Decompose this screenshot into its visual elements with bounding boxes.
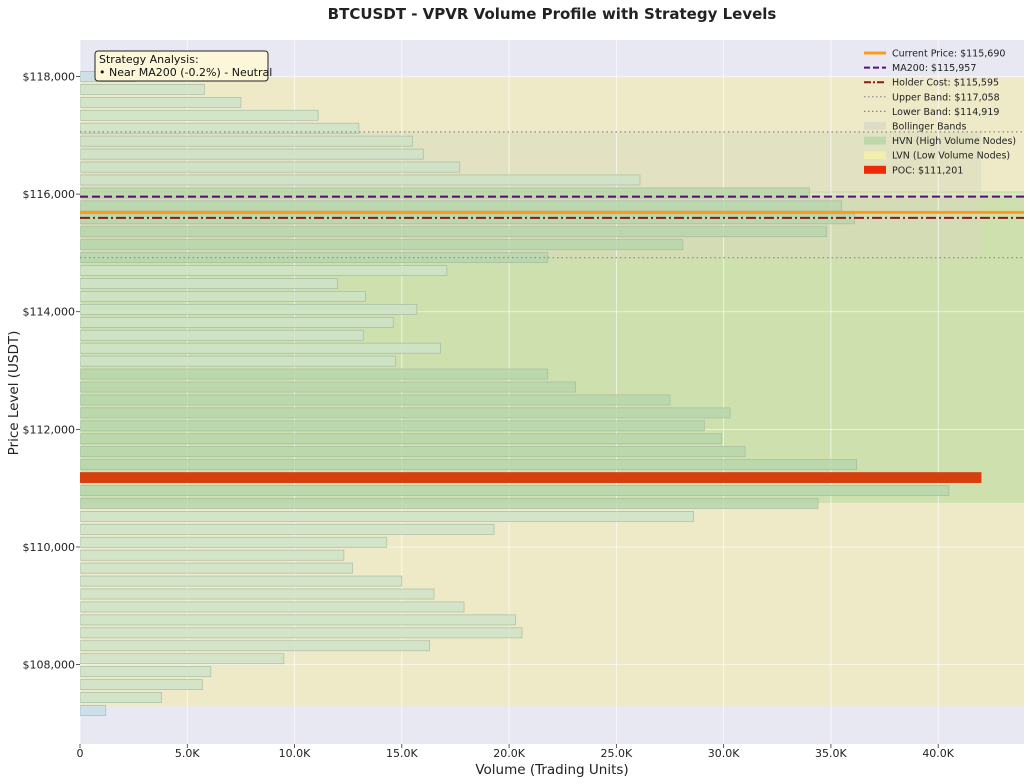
volume-bar	[80, 588, 435, 600]
volume-bar	[80, 679, 203, 690]
legend-swatch	[864, 136, 886, 145]
volume-bar	[80, 303, 418, 315]
annotation-heading: Strategy Analysis:	[99, 53, 199, 66]
volume-bar	[80, 510, 694, 522]
volume-bar-hvn	[80, 433, 722, 445]
legend: Current Price: $115,690 MA200: $115,957 Ho…	[864, 49, 1016, 176]
volume-bar-hvn	[80, 368, 549, 380]
volume-bar	[80, 523, 495, 535]
volume-bar	[80, 291, 366, 302]
volume-bar-hvn	[80, 187, 810, 199]
volume-bar-hvn	[80, 394, 671, 406]
x-tick-label: 20.0K	[493, 747, 525, 760]
legend-entry-label: Lower Band: $114,919	[892, 107, 999, 118]
plot-area: 0 5.0K 10.0K 15.0K 20.0K 25.0K 30.0K 35.0K 40.0K…	[23, 40, 1024, 760]
volume-bar	[80, 575, 403, 587]
volume-bar	[80, 640, 431, 652]
y-tick-label: $116,000	[23, 188, 76, 201]
volume-bar-hvn	[80, 226, 827, 238]
y-axis-label: Price Level (USDT)	[6, 331, 22, 456]
legend-entry-label: Bollinger Bands	[892, 122, 966, 133]
volume-bar	[80, 122, 360, 134]
legend-entry-label: Upper Band: $117,058	[892, 92, 1000, 103]
volume-bar	[80, 653, 285, 665]
legend-entry-label: Current Price: $115,690	[892, 49, 1005, 60]
y-tick-label: $110,000	[23, 541, 76, 554]
chart-title: BTCUSDT - VPVR Volume Profile with Strat…	[328, 5, 777, 23]
legend-swatch	[864, 165, 886, 174]
x-tick-label: 25.0K	[601, 747, 633, 760]
legend-swatch	[864, 151, 886, 160]
annotation-line: • Near MA200 (-0.2%) - Neutral	[99, 66, 272, 79]
x-tick-label: 40.0K	[922, 747, 954, 760]
volume-bar	[80, 666, 212, 678]
volume-bar	[80, 614, 516, 626]
volume-bar	[80, 265, 448, 276]
volume-bar	[80, 161, 461, 173]
x-axis-label: Volume (Trading Units)	[475, 762, 628, 778]
volume-bar-lvn	[80, 705, 107, 716]
volume-bar	[80, 148, 424, 160]
legend-entry-label: Holder Cost: $115,595	[892, 78, 999, 89]
y-tick-label: $118,000	[23, 70, 76, 83]
volume-bar-hvn	[80, 200, 842, 212]
volume-bar-hvn	[80, 420, 705, 432]
volume-bar-hvn	[80, 485, 950, 496]
annotation-box	[94, 50, 269, 82]
volume-bar	[80, 329, 364, 341]
plot-content	[80, 40, 1024, 744]
volume-bar-hvn	[80, 459, 858, 471]
legend-swatch	[864, 122, 886, 130]
x-tick-label: 5.0K	[175, 747, 200, 760]
x-tick-label: 0	[77, 747, 84, 760]
y-tick-label: $114,000	[23, 306, 76, 319]
volume-bar	[80, 278, 338, 289]
volume-bar	[80, 109, 319, 121]
volume-bar	[80, 342, 441, 354]
x-tick-label: 35.0K	[815, 747, 847, 760]
volume-bar-hvn	[80, 239, 684, 251]
volume-bar-hvn	[80, 381, 576, 393]
volume-bar	[80, 601, 465, 613]
legend-entry-label: MA200: $115,957	[892, 63, 976, 74]
volume-bar-hvn	[80, 446, 746, 458]
y-tick-label: $112,000	[23, 423, 76, 436]
volume-bar-hvn	[80, 407, 731, 419]
volume-bar	[80, 174, 641, 186]
legend-entry-label: LVN (Low Volume Nodes)	[892, 151, 1010, 162]
legend-entry-label: POC: $111,201	[892, 165, 963, 176]
volume-bar	[80, 549, 345, 561]
volume-bar	[80, 316, 394, 328]
volume-bar-hvn	[80, 498, 819, 509]
x-tick-label: 15.0K	[386, 747, 418, 760]
volume-bar	[80, 562, 353, 574]
volume-bar-hvn	[80, 252, 549, 264]
legend-entry-label: HVN (High Volume Nodes)	[892, 136, 1016, 147]
poc-bar	[80, 472, 982, 483]
volume-bar	[80, 355, 396, 367]
volume-bar	[80, 96, 242, 108]
y-tick-label: $108,000	[23, 659, 76, 672]
volume-bar	[80, 692, 162, 703]
volume-bar	[80, 135, 413, 147]
strategy-annotation: Strategy Analysis:• Near MA200 (-0.2%) -…	[94, 50, 272, 82]
x-tick-label: 30.0K	[708, 747, 740, 760]
volume-bar	[80, 627, 523, 639]
x-tick-label: 10.0K	[279, 747, 311, 760]
volume-bar	[80, 84, 205, 95]
volume-bar	[80, 536, 388, 548]
